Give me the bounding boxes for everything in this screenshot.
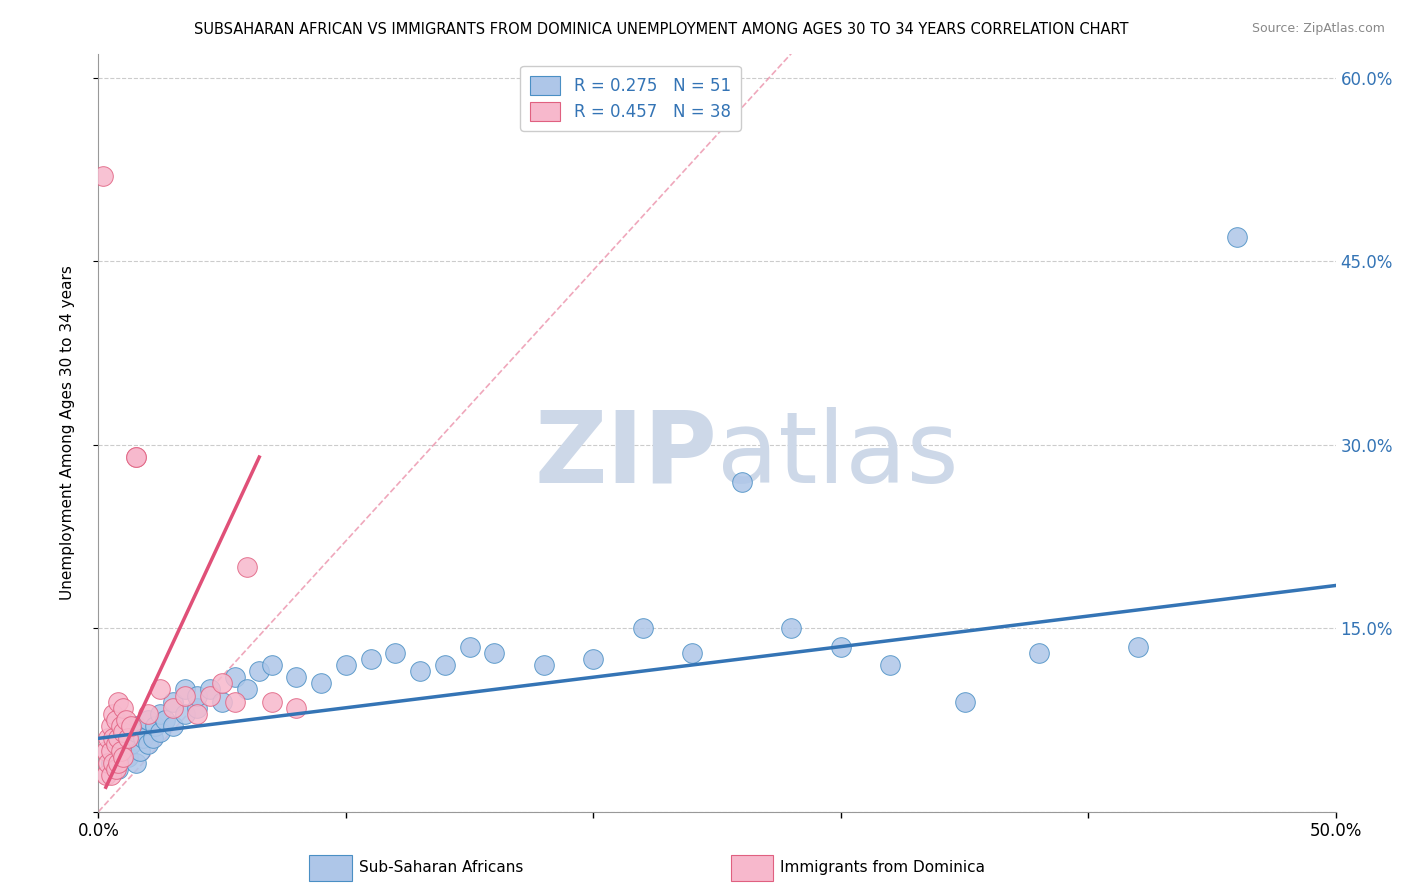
Point [186,706,208,721]
Point [110,743,132,757]
Point [247,664,270,678]
Point [174,689,197,703]
Point [335,657,357,672]
Point [100,743,122,757]
Point [124,756,146,770]
Point [384,646,406,660]
Point [879,657,901,672]
Point [484,646,506,660]
Point [104,762,127,776]
Point [155,713,177,727]
Point [174,706,197,721]
Point [132,731,155,746]
Point [149,682,172,697]
Point [174,682,197,697]
Point [97,731,120,746]
Point [162,695,184,709]
Point [124,719,146,733]
Text: ZIP: ZIP [534,407,717,504]
Point [1126,640,1149,654]
Text: Immigrants from Dominica: Immigrants from Dominica [780,861,986,875]
Point [120,738,142,752]
Point [1028,646,1050,660]
Point [103,731,125,746]
Point [117,749,139,764]
Point [309,676,332,690]
Text: atlas: atlas [717,407,959,504]
Point [136,713,159,727]
Point [112,749,135,764]
Point [107,756,129,770]
Point [830,640,852,654]
Point [211,676,233,690]
Point [93,169,115,183]
Point [124,450,146,464]
Text: Source: ZipAtlas.com: Source: ZipAtlas.com [1251,22,1385,36]
Point [186,689,208,703]
Point [103,756,125,770]
Point [285,700,308,714]
Text: Sub-Saharan Africans: Sub-Saharan Africans [359,861,523,875]
Point [198,689,221,703]
Point [780,621,803,635]
Point [107,695,129,709]
Point [100,719,122,733]
Point [120,719,142,733]
Point [198,682,221,697]
Point [114,713,136,727]
Point [224,670,246,684]
Point [236,682,259,697]
Point [100,756,122,770]
Point [162,700,184,714]
Point [129,743,152,757]
Legend: R = 0.275   N = 51, R = 0.457   N = 38: R = 0.275 N = 51, R = 0.457 N = 38 [520,66,741,131]
Point [97,756,120,770]
Point [458,640,481,654]
Point [94,743,117,757]
Point [100,768,122,782]
Point [107,731,129,746]
Point [143,719,166,733]
Point [124,725,146,739]
Point [107,762,129,776]
Point [1226,230,1249,244]
Point [124,450,146,464]
Point [110,719,132,733]
Point [409,664,432,678]
Point [136,738,159,752]
Text: SUBSAHARAN AFRICAN VS IMMIGRANTS FROM DOMINICA UNEMPLOYMENT AMONG AGES 30 TO 34 : SUBSAHARAN AFRICAN VS IMMIGRANTS FROM DO… [194,22,1128,37]
Point [953,695,976,709]
Point [211,695,233,709]
Point [224,695,246,709]
Point [149,706,172,721]
Point [112,731,135,746]
Point [142,731,165,746]
Point [103,706,125,721]
Point [260,695,283,709]
Point [236,560,259,574]
Point [285,670,308,684]
Point [731,475,754,489]
Point [112,725,135,739]
Point [149,725,172,739]
Point [112,700,135,714]
Point [117,731,139,746]
Point [533,657,555,672]
Point [582,652,605,666]
Point [360,652,382,666]
Point [136,706,159,721]
Point [162,719,184,733]
Point [681,646,703,660]
Point [94,768,117,782]
Point [260,657,283,672]
Point [104,713,127,727]
Point [112,743,135,757]
Point [631,621,654,635]
Point [186,700,208,714]
Point [433,657,456,672]
Point [104,738,127,752]
Y-axis label: Unemployment Among Ages 30 to 34 years: Unemployment Among Ages 30 to 34 years [60,265,75,600]
